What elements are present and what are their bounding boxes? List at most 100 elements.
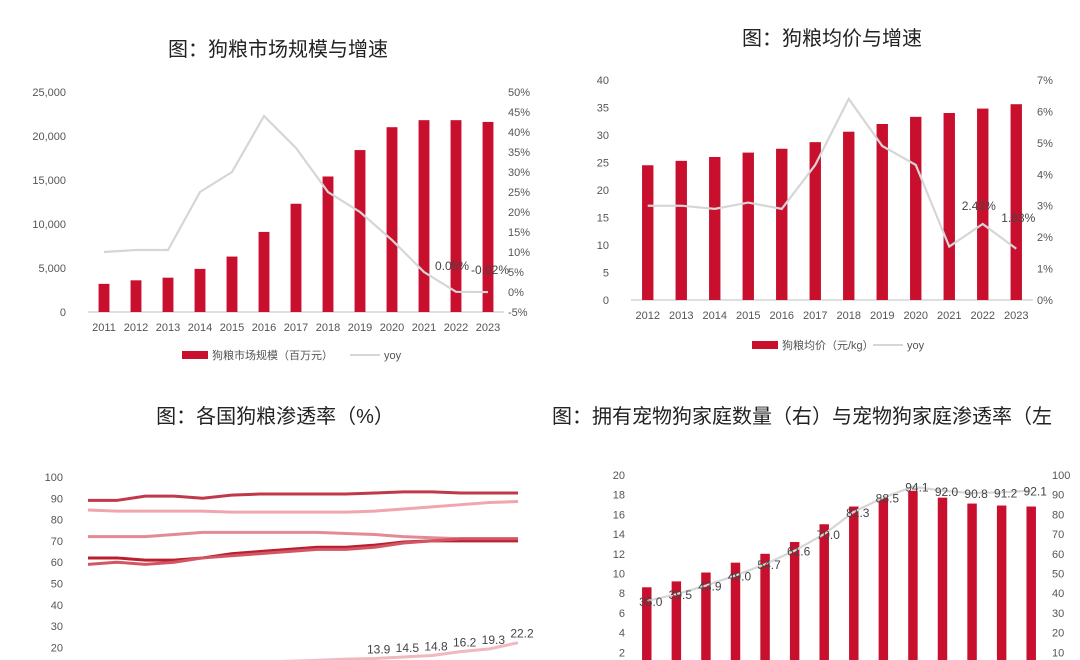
chart4-bar	[642, 587, 652, 660]
chart2-ytick-right: 4%	[1037, 169, 1053, 181]
chart1-ytick-right: 50%	[508, 87, 530, 99]
chart4-data-label: 36.0	[639, 595, 663, 609]
chart1-legend-line: yoy	[384, 350, 402, 362]
chart3-data-label: 19.3	[482, 633, 506, 647]
chart2-ytick-right: 6%	[1037, 106, 1053, 118]
chart3-ytick: 90	[51, 493, 63, 505]
chart3-ytick: 30	[51, 621, 63, 633]
chart2-ytick-right: 0%	[1037, 295, 1053, 307]
chart1-ytick-right: 40%	[508, 127, 530, 139]
chart1-xtick: 2019	[348, 322, 372, 334]
chart4-data-label: 90.8	[964, 487, 988, 501]
chart2-bar	[843, 131, 855, 300]
chart2-xtick: 2013	[669, 310, 693, 322]
chart4-data-label: 81.3	[846, 506, 870, 520]
chart3-series-line	[88, 490, 518, 502]
chart4-bar	[878, 497, 889, 660]
chart1-bar	[194, 268, 206, 312]
chart2-ytick-right: 7%	[1037, 75, 1053, 87]
chart1-xtick: 2020	[380, 322, 404, 334]
chart1-xtick: 2023	[476, 322, 500, 334]
chart1-ytick-left: 10,000	[32, 219, 66, 231]
chart1-ytick-right: 10%	[508, 247, 530, 259]
chart1-xtick: 2021	[412, 322, 436, 334]
chart2-xtick: 2015	[736, 310, 760, 322]
chart3-ytick: 20	[51, 642, 63, 654]
chart1-xtick: 2016	[252, 322, 276, 334]
chart1-ytick-right: 35%	[508, 147, 530, 159]
chart4-ytick-right: 80	[1052, 509, 1064, 521]
chart1-annotation: 0.05%	[435, 259, 469, 273]
chart4-data-label: 70.0	[817, 528, 841, 542]
chart4-data-label: 49.0	[728, 569, 752, 583]
chart2-ytick-left: 40	[597, 75, 609, 87]
chart1-xtick: 2014	[188, 322, 212, 334]
chart4-data-label: 94.1	[905, 481, 929, 495]
chart4-bar	[849, 506, 859, 660]
chart1-ytick-right: 15%	[508, 227, 530, 239]
chart2-xtick: 2019	[870, 310, 894, 322]
chart1-bar	[386, 127, 398, 312]
chart2-bar	[977, 108, 989, 300]
chart1-ytick-left: 0	[60, 307, 66, 319]
chart2-bar	[642, 165, 654, 300]
chart3-series-line	[88, 530, 518, 541]
chart4-ytick-right: 10	[1052, 647, 1064, 659]
chart2-xtick: 2023	[1004, 310, 1028, 322]
chart1-ytick-right: 5%	[508, 267, 524, 279]
chart4-bar	[937, 497, 948, 660]
chart3-ytick: 100	[45, 472, 63, 484]
chart4-bar	[730, 562, 741, 660]
chart3-title: 图：各国狗粮渗透率（%）	[156, 405, 394, 428]
chart4-ytick-right: 100	[1052, 470, 1070, 482]
chart1-xtick: 2022	[444, 322, 468, 334]
chart4-ytick-left: 4	[619, 628, 625, 640]
chart4-ytick-right: 30	[1052, 608, 1064, 620]
chart2-xtick: 2018	[837, 310, 861, 322]
chart2-bar	[1010, 104, 1022, 300]
chart4-line	[646, 485, 1032, 603]
chart2-bar	[742, 152, 754, 300]
chart4-bar	[789, 541, 800, 660]
chart1-ytick-right: 20%	[508, 207, 530, 219]
chart4-ytick-left: 10	[613, 569, 625, 581]
chart4-data-label: 91.2	[994, 486, 1018, 500]
chart2-legend-swatch-bar	[752, 341, 778, 349]
chart1-ytick-right: 0%	[508, 287, 524, 299]
chart2-xtick: 2021	[937, 310, 961, 322]
chart2-xtick: 2016	[770, 310, 794, 322]
chart1-xtick: 2015	[220, 322, 244, 334]
chart4-data-label: 61.6	[787, 545, 811, 559]
chart1-legend-bar: 狗粮市场规模（百万元）	[212, 348, 333, 362]
chart4-ytick-left: 2	[619, 647, 625, 659]
chart1-ytick-right: -5%	[508, 307, 528, 319]
chart4-ytick-left: 18	[613, 490, 625, 502]
chart2-ytick-left: 30	[597, 130, 609, 142]
chart1-bar	[162, 277, 174, 312]
chart1-ytick-left: 5,000	[38, 263, 66, 275]
chart4-bar	[1026, 506, 1036, 660]
chart3-ytick: 60	[51, 557, 63, 569]
chart1-bar	[482, 121, 494, 312]
chart1-bar	[450, 120, 462, 312]
chart2-bar	[675, 160, 687, 300]
chart4-ytick-right: 50	[1052, 569, 1064, 581]
chart3-data-label: 14.5	[396, 641, 420, 655]
chart1-bar	[258, 231, 270, 312]
chart3-data-label: 22.2	[510, 627, 534, 641]
chart1-bar	[130, 280, 142, 312]
chart4-bar	[908, 490, 918, 660]
chart2-xtick: 2017	[803, 310, 827, 322]
chart2-ytick-right: 1%	[1037, 264, 1053, 276]
chart1-ytick-left: 20,000	[32, 131, 66, 143]
chart1-xtick: 2011	[92, 322, 116, 334]
chart4-title: 图：拥有宠物狗家庭数量（右）与宠物狗家庭渗透率（左	[552, 405, 1052, 428]
chart4-data-label: 39.5	[669, 588, 693, 602]
chart4-data-label: 88.5	[876, 492, 900, 506]
chart4-ytick-right: 20	[1052, 628, 1064, 640]
chart1-xtick: 2012	[124, 322, 148, 334]
chart4-bar	[701, 572, 711, 660]
chart2-annotation: 2.42%	[962, 199, 996, 213]
chart3-series-line	[87, 537, 518, 566]
chart2-ytick-left: 10	[597, 240, 609, 252]
